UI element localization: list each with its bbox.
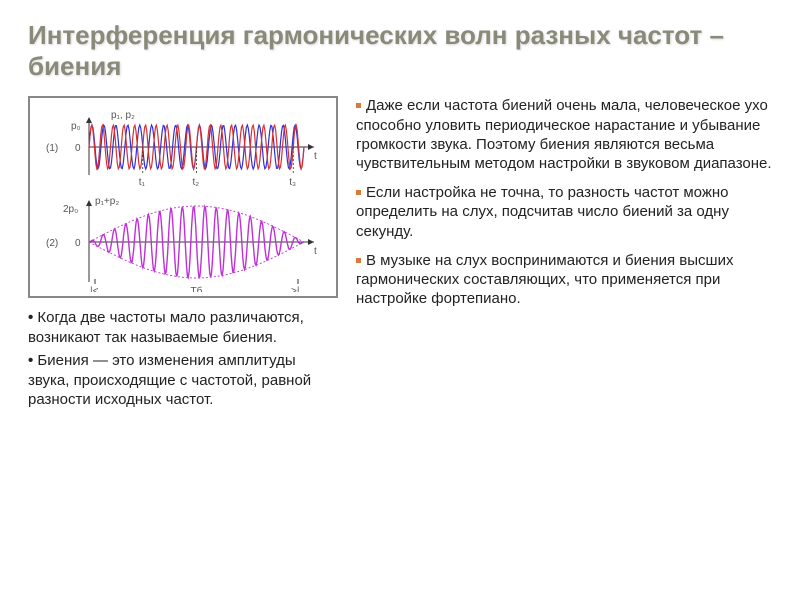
svg-text:t: t: [314, 151, 317, 162]
svg-text:p₀: p₀: [71, 121, 81, 132]
bullet-3: В музыке на слух воспринимаются и биения…: [356, 251, 772, 309]
svg-text:2p₀: 2p₀: [63, 204, 78, 215]
left-note-1: Когда две частоты мало различаются, возн…: [28, 308, 338, 347]
svg-text:p₁, p₂: p₁, p₂: [111, 110, 135, 121]
svg-text:p₁+p₂: p₁+p₂: [95, 196, 119, 207]
slide: Интерференция гармонических волн разных …: [0, 0, 800, 600]
content-area: p₁, p₂ t p₀ 0 (1) t₁ t₂ t₃ p₁+p₂ t 2p₀ 0 (2) |< >| Tб К…: [28, 96, 772, 414]
svg-text:t: t: [314, 246, 317, 257]
wave-chart: p₁, p₂ t p₀ 0 (1) t₁ t₂ t₃ p₁+p₂ t 2p₀ 0 (2) |< >| Tб: [28, 96, 338, 298]
right-column: Даже если частота биений очень мала, чел…: [356, 96, 772, 414]
left-notes: Когда две частоты мало различаются, возн…: [28, 308, 338, 410]
left-column: p₁, p₂ t p₀ 0 (1) t₁ t₂ t₃ p₁+p₂ t 2p₀ 0 (2) |< >| Tб К…: [28, 96, 338, 414]
svg-text:(1): (1): [46, 143, 58, 154]
svg-text:Tб: Tб: [191, 285, 203, 292]
svg-text:|<: |<: [90, 286, 99, 292]
svg-text:t₃: t₃: [289, 177, 296, 188]
svg-text:0: 0: [75, 238, 81, 249]
bullet-1: Даже если частота биений очень мала, чел…: [356, 96, 772, 173]
svg-text:t₂: t₂: [193, 177, 200, 188]
svg-text:0: 0: [75, 143, 81, 154]
left-note-2: Биения — это изменения амплитуды звука, …: [28, 351, 338, 410]
bullet-2: Если настройка не точна, то разность час…: [356, 183, 772, 241]
svg-text:t₁: t₁: [139, 177, 146, 188]
slide-title: Интерференция гармонических волн разных …: [28, 20, 772, 82]
svg-text:(2): (2): [46, 238, 58, 249]
svg-text:>|: >|: [291, 286, 299, 292]
